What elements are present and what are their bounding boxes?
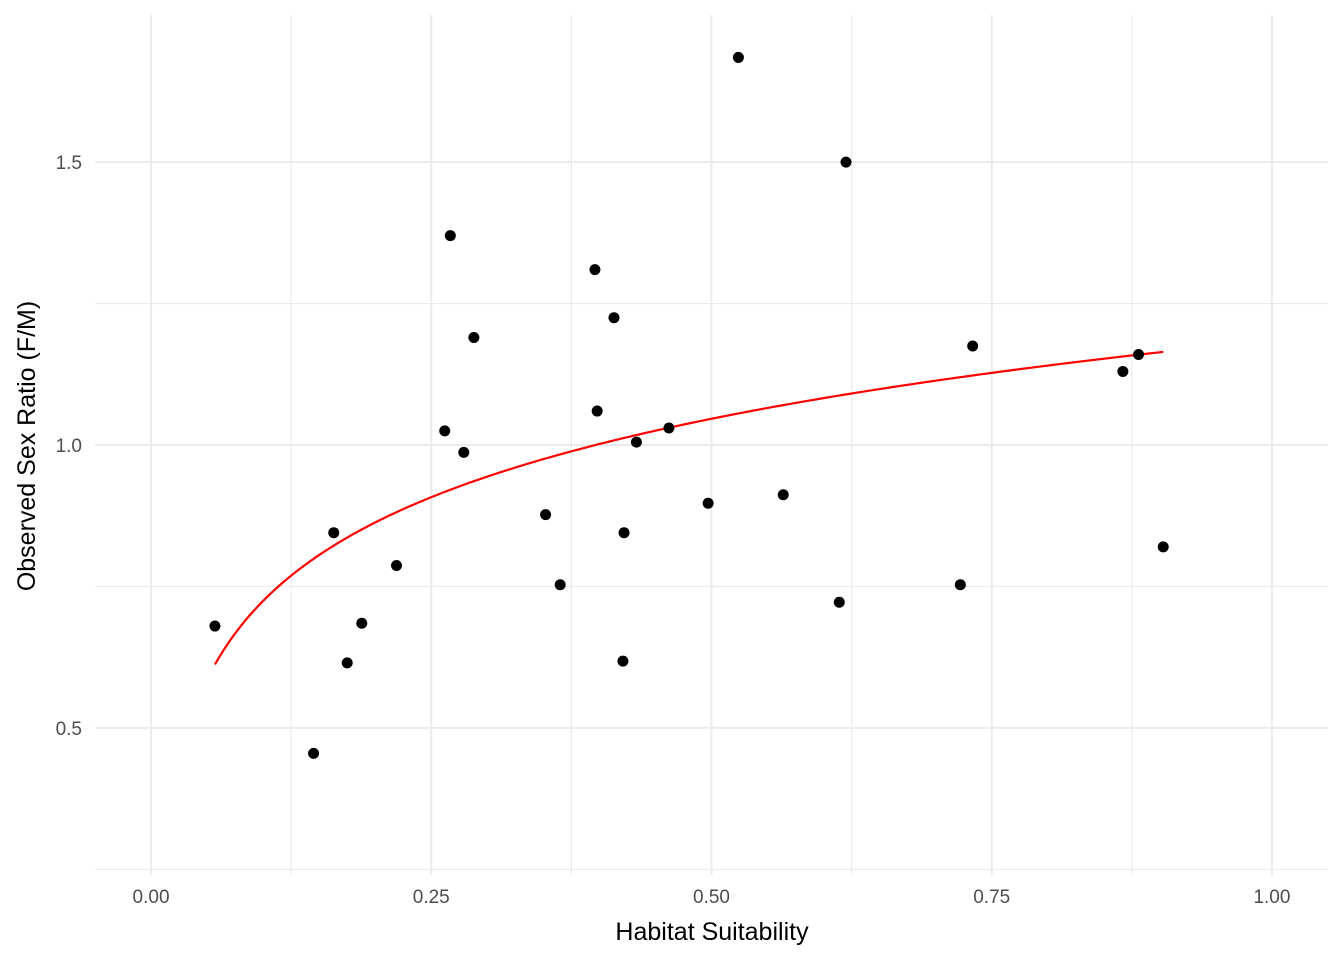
data-point xyxy=(777,489,789,501)
data-point xyxy=(840,156,852,168)
x-tick-label: 0.00 xyxy=(133,887,170,908)
tick-labels: 0.00 0.25 0.50 0.75 1.00 0.5 1.0 1.5 xyxy=(56,153,1291,908)
data-point xyxy=(328,527,340,539)
data-point xyxy=(209,620,221,632)
data-point xyxy=(540,509,552,521)
data-point xyxy=(1157,541,1169,553)
x-tick-label: 1.00 xyxy=(1253,887,1290,908)
data-point xyxy=(468,332,480,343)
data-point xyxy=(444,230,456,242)
data-point xyxy=(439,425,451,437)
data-point xyxy=(554,579,566,591)
grid-lines xyxy=(95,15,1328,875)
data-point xyxy=(391,560,403,572)
y-tick-label: 1.0 xyxy=(56,436,82,457)
data-point xyxy=(341,657,353,669)
fit-curve-layer xyxy=(213,350,1164,666)
data-point xyxy=(732,51,744,63)
data-point xyxy=(663,422,675,434)
data-point xyxy=(458,446,470,458)
data-point xyxy=(954,579,966,591)
data-point xyxy=(967,340,979,352)
data-point xyxy=(356,617,368,629)
data-point xyxy=(833,596,845,608)
data-point xyxy=(589,264,601,276)
y-tick-label: 1.5 xyxy=(56,153,82,174)
data-point xyxy=(702,497,714,509)
data-point xyxy=(1117,365,1129,377)
data-point xyxy=(591,405,603,417)
y-tick-label: 0.5 xyxy=(56,719,82,740)
x-tick-label: 0.75 xyxy=(973,887,1010,908)
x-tick-label: 0.25 xyxy=(413,887,450,908)
y-axis-title: Observed Sex Ratio (F/M) xyxy=(13,301,41,591)
data-point xyxy=(630,436,642,448)
data-point xyxy=(308,747,320,759)
data-point xyxy=(1133,348,1145,360)
data-point xyxy=(608,312,620,324)
fit-curve xyxy=(213,350,1164,666)
x-tick-label: 0.50 xyxy=(693,887,730,908)
data-point xyxy=(617,655,629,667)
data-point xyxy=(618,527,630,539)
data-points xyxy=(209,51,1169,759)
x-axis-title: Habitat Suitability xyxy=(615,918,809,946)
